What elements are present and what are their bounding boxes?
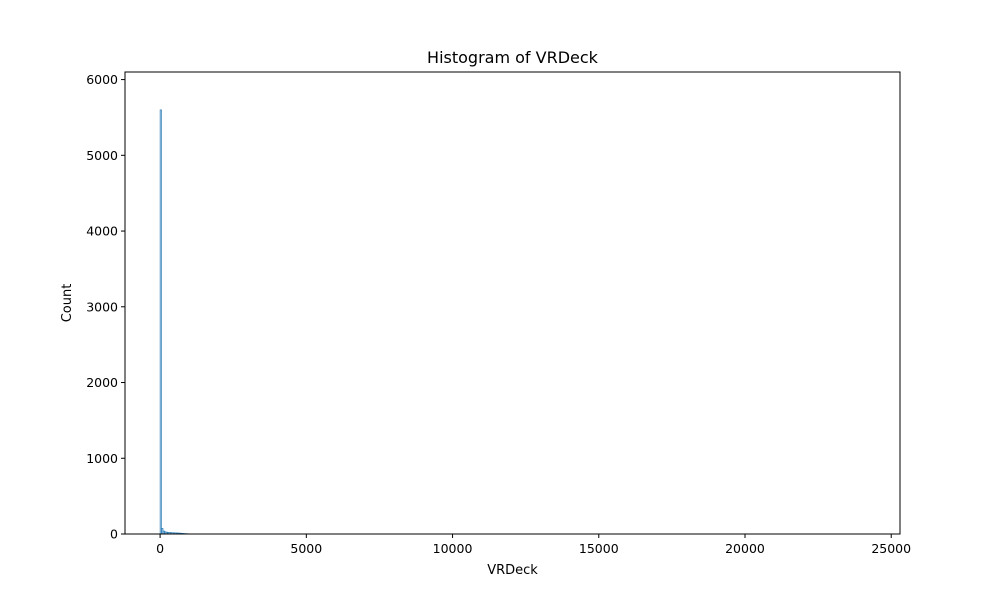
x-tick-label: 0 — [156, 541, 164, 556]
y-tick-label: 6000 — [86, 72, 118, 87]
y-axis-ticks: 0 1000 2000 3000 4000 5000 6000 — [86, 72, 125, 542]
chart-title: Histogram of VRDeck — [427, 48, 599, 67]
y-tick-label: 3000 — [86, 299, 118, 314]
x-tick-label: 15000 — [579, 541, 619, 556]
x-axis-ticks: 0 5000 10000 15000 20000 25000 — [156, 534, 911, 556]
histogram-bars — [159, 109, 190, 535]
y-tick-label: 2000 — [86, 375, 118, 390]
plot-frame — [124, 71, 901, 535]
y-axis-label: Count — [60, 284, 75, 323]
histogram-bar — [159, 109, 162, 535]
x-tick-label: 10000 — [433, 541, 473, 556]
y-tick-label: 4000 — [86, 224, 118, 239]
x-tick-label: 20000 — [725, 541, 765, 556]
x-tick-label: 25000 — [871, 541, 911, 556]
y-tick-label: 5000 — [86, 148, 118, 163]
x-tick-label: 5000 — [290, 541, 322, 556]
y-tick-label: 0 — [110, 527, 118, 542]
y-tick-label: 1000 — [86, 451, 118, 466]
x-axis-label: VRDeck — [487, 563, 538, 578]
